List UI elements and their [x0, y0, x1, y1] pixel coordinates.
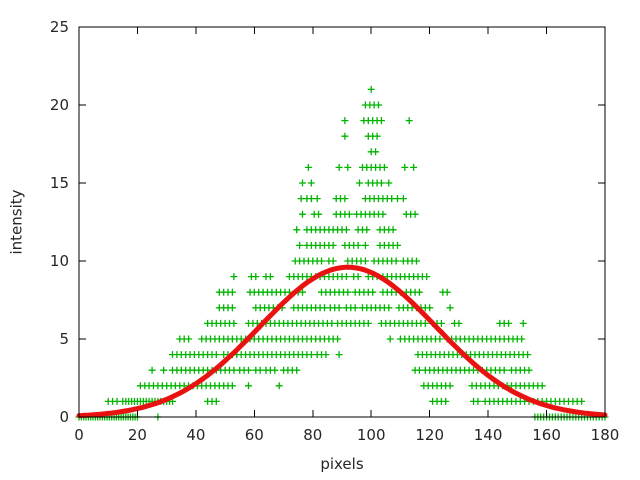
- y-tick-label: 20: [50, 96, 69, 114]
- x-tick-label: 0: [74, 426, 84, 444]
- x-tick-label: 80: [303, 426, 322, 444]
- scatter-points: [75, 85, 609, 421]
- x-tick-label: 60: [245, 426, 264, 444]
- x-tick-label: 20: [128, 426, 147, 444]
- y-tick-label: 5: [59, 330, 69, 348]
- x-tick-label: 40: [186, 426, 205, 444]
- x-tick-label: 180: [591, 426, 620, 444]
- fit-curve: [76, 264, 608, 419]
- x-tick-label: 120: [415, 426, 444, 444]
- x-tick-label: 160: [532, 426, 561, 444]
- y-tick-label: 25: [50, 18, 69, 36]
- y-tick-label: 10: [50, 252, 69, 270]
- plot-border: [78, 26, 606, 418]
- x-axis-label: pixels: [320, 455, 364, 473]
- x-tick-label: 140: [474, 426, 503, 444]
- y-axis-label: intensity: [7, 189, 26, 255]
- x-tick-label: 100: [357, 426, 386, 444]
- y-tick-label: 0: [59, 408, 69, 426]
- y-tick-label: 15: [50, 174, 69, 192]
